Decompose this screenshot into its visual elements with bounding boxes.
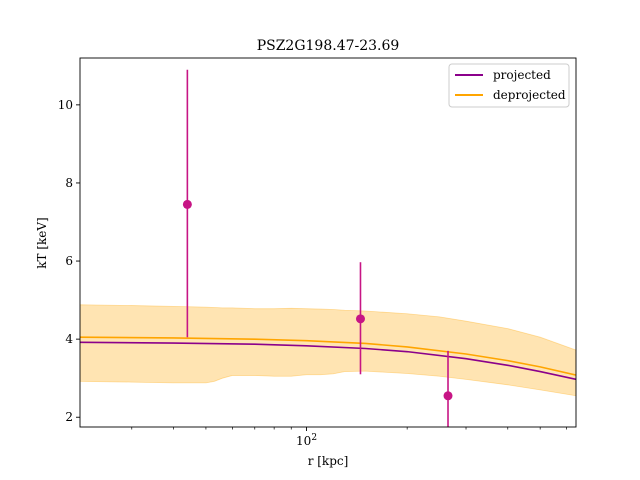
legend-label-projected: projected bbox=[493, 68, 551, 82]
data-point-0 bbox=[182, 199, 192, 209]
y-tick-label-0: 2 bbox=[65, 410, 73, 424]
deprojected-confidence-band bbox=[80, 304, 576, 397]
projected-line bbox=[80, 341, 576, 381]
x-axis-label: r [kpc] bbox=[308, 454, 349, 468]
plot-frame bbox=[79, 57, 577, 428]
data-point-1 bbox=[355, 314, 365, 324]
y-tick-label-4: 10 bbox=[58, 98, 73, 112]
y-tick-label-2: 6 bbox=[65, 254, 73, 268]
y-axis-label: kT [keV] bbox=[35, 217, 49, 269]
deprojected-line bbox=[80, 336, 576, 376]
y-tick-label-3: 8 bbox=[65, 176, 73, 190]
data-point-2 bbox=[443, 391, 453, 401]
legend: projected deprojected bbox=[448, 63, 570, 108]
legend-label-deprojected: deprojected bbox=[493, 88, 566, 102]
x-tick-label-0: 102 bbox=[296, 433, 317, 448]
chart-title: PSZ2G198.47-23.69 bbox=[257, 38, 400, 54]
y-tick-label-1: 4 bbox=[65, 332, 73, 346]
